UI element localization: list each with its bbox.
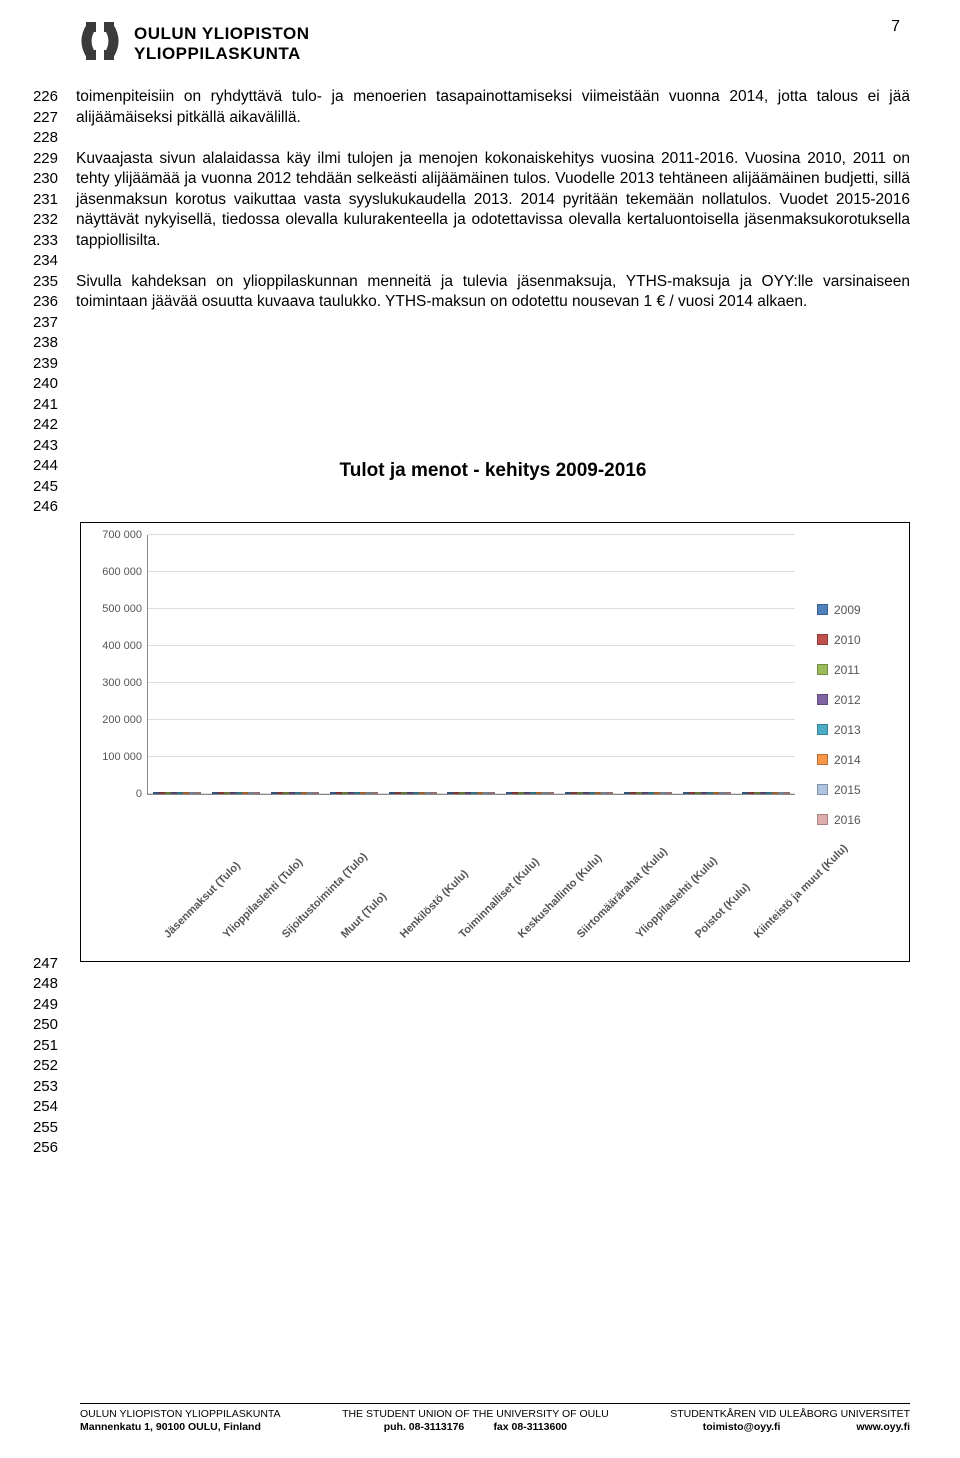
legend-swatch [817,724,828,735]
legend-item: 2011 [817,663,897,677]
legend-item: 2015 [817,783,897,797]
legend-label: 2011 [834,663,860,677]
legend-item: 2014 [817,753,897,767]
bar [489,792,495,794]
bar [784,792,790,794]
bar-group [677,792,736,794]
ytick: 400 000 [86,640,142,652]
legend-swatch [817,604,828,615]
header-line1: OULUN YLIOPISTON [134,24,310,44]
legend-label: 2010 [834,633,861,647]
legend-swatch [817,784,828,795]
chart-title: Tulot ja menot - kehitys 2009-2016 [76,461,910,482]
bar-group [383,792,442,794]
bar-group [442,792,501,794]
ytick: 300 000 [86,677,142,689]
line-numbers-1: 226 227 228 229 230 231 232 233 234 235 … [18,87,58,518]
legend-swatch [817,694,828,705]
bar [372,792,378,794]
bar-group [560,792,619,794]
bar [313,792,319,794]
footer-c1a: OULUN YLIOPISTON YLIOPPILASKUNTA [80,1408,281,1421]
ytick: 600 000 [86,566,142,578]
legend-label: 2016 [834,813,861,827]
ytick: 700 000 [86,529,142,541]
ytick: 0 [86,788,142,800]
footer-c3b: toimisto@oyy.fi www.oyy.fi [703,1421,910,1433]
header-title: OULUN YLIOPISTON YLIOPPILASKUNTA [134,24,310,63]
legend-label: 2009 [834,603,861,617]
bar-group [148,792,207,794]
legend-swatch [817,664,828,675]
bar-group [736,792,795,794]
header: OULUN YLIOPISTON YLIOPPILASKUNTA [0,0,960,69]
legend-label: 2014 [834,753,861,767]
bar [725,792,731,794]
footer-c2b: puh. 08-3113176 fax 08-3113600 [384,1421,567,1433]
bar [607,792,613,794]
footer-c2a: THE STUDENT UNION OF THE UNIVERSITY OF O… [342,1408,609,1421]
line-numbers-2: 247 248 249 250 251 252 253 254 255 256 [0,954,58,1159]
ytick: 200 000 [86,714,142,726]
legend-item: 2016 [817,813,897,827]
page-number: 7 [891,18,900,36]
bar [431,792,437,794]
legend-item: 2010 [817,633,897,647]
footer-c3a: STUDENTKÅREN VID ULEÅBORG UNIVERSITET [670,1408,910,1421]
ytick: 100 000 [86,751,142,763]
legend-label: 2013 [834,723,861,737]
header-line2: YLIOPPILASKUNTA [134,44,310,64]
footer: OULUN YLIOPISTON YLIOPPILASKUNTA Mannenk… [80,1403,910,1434]
bar [254,792,260,794]
para-1: toimenpiteisiin on ryhdyttävä tulo- ja m… [76,87,910,128]
ytick: 500 000 [86,603,142,615]
legend-item: 2013 [817,723,897,737]
chart: 0 100 000 200 000 300 000 400 000 500 000 600 … [80,522,910,962]
x-labels: Jäsenmaksut (Tulo)Ylioppilaslehti (Tulo)… [147,795,795,935]
bar-group [501,792,560,794]
bar-group [207,792,266,794]
logo-icon [80,18,124,69]
bar-group [324,792,383,794]
legend-label: 2015 [834,783,861,797]
plot-area: 0100 000200 000300 000400 000500 000600 … [147,535,795,795]
bar [195,792,201,794]
footer-c1b: Mannenkatu 1, 90100 OULU, Finland [80,1421,261,1433]
bar [548,792,554,794]
legend-swatch [817,814,828,825]
bar-group [619,792,678,794]
body-text: toimenpiteisiin on ryhdyttävä tulo- ja m… [76,87,910,518]
body-row: 226 227 228 229 230 231 232 233 234 235 … [0,69,960,518]
bar [666,792,672,794]
para-2: Kuvaajasta sivun alalaidassa käy ilmi tu… [76,149,910,252]
legend-item: 2009 [817,603,897,617]
legend-item: 2012 [817,693,897,707]
bar-group [266,792,325,794]
legend: 2009 2010 2011 2012 2013 2014 2015 2016 [809,523,909,961]
legend-swatch [817,634,828,645]
legend-label: 2012 [834,693,861,707]
legend-swatch [817,754,828,765]
para-3: Sivulla kahdeksan on ylioppilaskunnan me… [76,272,910,313]
